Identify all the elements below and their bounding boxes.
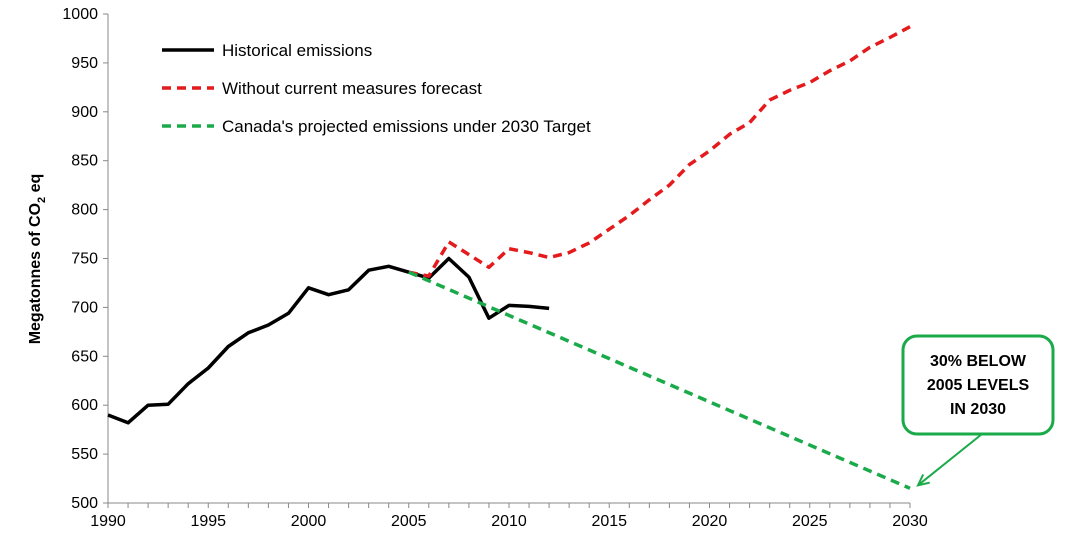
series-line-2 xyxy=(408,25,911,278)
callout-text-line: 30% BELOW xyxy=(930,353,1027,370)
y-tick-label: 500 xyxy=(71,495,98,512)
legend-label-1: Historical emissions xyxy=(222,41,372,60)
callout-box xyxy=(901,334,1055,436)
callout-text-line: 2005 LEVELS xyxy=(927,377,1030,394)
y-tick-label: 650 xyxy=(71,348,98,365)
x-tick-label: 1995 xyxy=(190,513,226,530)
callout-arrow-line xyxy=(917,433,983,487)
x-tick-label: 2020 xyxy=(692,513,728,530)
y-tick-label: 850 xyxy=(71,153,98,170)
x-tick-label: 2010 xyxy=(491,513,527,530)
y-axis-label-subscript: 2 xyxy=(36,197,48,203)
callout-annotation: 30% BELOW 2005 LEVELS IN 2030 xyxy=(901,334,1055,487)
y-tick-label: 900 xyxy=(71,104,98,121)
x-tick-label: 2030 xyxy=(892,513,928,530)
chart-axes: 500 550 600 650 700 750 800 850 900 950 1000 1990 19… xyxy=(62,6,927,530)
callout-text-line: IN 2030 xyxy=(950,401,1006,418)
y-tick-label: 600 xyxy=(71,397,98,414)
y-tick-label: 950 xyxy=(71,55,98,72)
x-tick-label: 2015 xyxy=(591,513,627,530)
x-tick-label: 1990 xyxy=(90,513,126,530)
y-axis-label: Megatonnes of CO2 eq xyxy=(27,174,48,345)
y-tick-label: 550 xyxy=(71,446,98,463)
x-tick-label: 2025 xyxy=(792,513,828,530)
x-tick-label: 2000 xyxy=(291,513,327,530)
series-layer xyxy=(107,25,911,490)
x-tick-label: 2005 xyxy=(391,513,427,530)
legend-label-2: Without current measures forecast xyxy=(222,79,482,98)
y-tick-label: 750 xyxy=(71,251,98,268)
series-line-3 xyxy=(408,270,911,490)
series-line-1 xyxy=(107,256,550,425)
y-tick-label: 800 xyxy=(71,202,98,219)
y-tick-label: 700 xyxy=(71,299,98,316)
y-axis-label-suffix: eq xyxy=(27,174,44,197)
legend: Historical emissions Without current meas… xyxy=(162,41,591,136)
y-tick-label: 1000 xyxy=(62,6,98,23)
legend-label-3: Canada's projected emissions under 2030 … xyxy=(222,117,591,136)
callout-arrow-head xyxy=(916,474,930,487)
